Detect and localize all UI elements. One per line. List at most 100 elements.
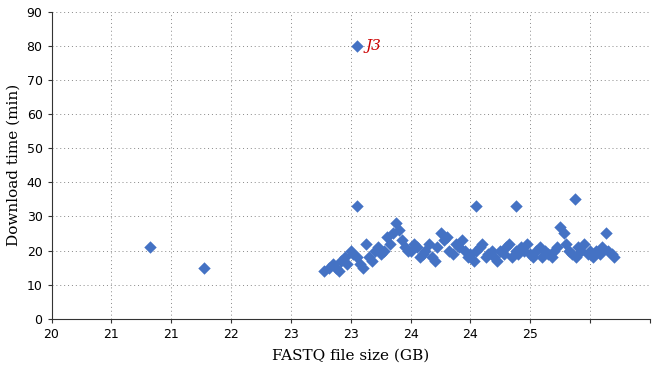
Point	[561, 241, 572, 247]
Point	[471, 203, 482, 209]
Point	[348, 251, 359, 257]
Point	[525, 251, 535, 257]
Point	[469, 258, 480, 264]
Point	[451, 241, 461, 247]
Point	[600, 231, 611, 236]
Point	[436, 231, 446, 236]
Point	[342, 261, 352, 267]
Point	[331, 265, 342, 270]
Point	[547, 255, 557, 260]
Point	[519, 248, 530, 253]
Point	[543, 251, 554, 257]
Point	[357, 265, 368, 270]
Point	[549, 248, 560, 253]
Point	[491, 258, 502, 264]
Point	[336, 258, 346, 264]
Point	[405, 248, 416, 253]
Point	[427, 255, 438, 260]
Point	[443, 248, 454, 253]
Point	[522, 241, 532, 247]
Point	[394, 227, 404, 233]
Point	[391, 220, 401, 226]
Point	[531, 248, 541, 253]
Point	[573, 244, 583, 250]
Point	[442, 234, 452, 240]
Point	[388, 231, 398, 236]
Point	[324, 265, 334, 270]
Point	[355, 261, 366, 267]
Point	[382, 234, 392, 240]
Point	[145, 244, 155, 250]
Point	[483, 251, 493, 257]
Point	[499, 251, 509, 257]
Point	[439, 237, 449, 243]
Point	[334, 268, 344, 274]
Point	[409, 241, 419, 247]
Point	[411, 244, 422, 250]
Point	[465, 251, 476, 257]
Point	[471, 248, 482, 253]
Y-axis label: Download time (min): Download time (min)	[7, 84, 21, 246]
Point	[351, 43, 362, 49]
Point	[367, 258, 378, 264]
Point	[535, 244, 545, 250]
Point	[363, 255, 374, 260]
Point	[567, 251, 578, 257]
Point	[346, 248, 356, 253]
Point	[397, 237, 407, 243]
Point	[457, 237, 467, 243]
Point	[375, 251, 386, 257]
Point	[510, 203, 521, 209]
Point	[340, 255, 350, 260]
Point	[351, 255, 362, 260]
Point	[319, 268, 330, 274]
Point	[379, 248, 390, 253]
Point	[423, 241, 434, 247]
Point	[528, 255, 538, 260]
Point	[487, 248, 497, 253]
Point	[579, 241, 589, 247]
Point	[516, 244, 526, 250]
Point	[481, 255, 491, 260]
Point	[551, 244, 562, 250]
Point	[606, 251, 617, 257]
Point	[432, 244, 442, 250]
Point	[555, 224, 566, 230]
Point	[570, 196, 580, 202]
Point	[513, 251, 524, 257]
Point	[477, 241, 487, 247]
Point	[475, 244, 486, 250]
Point	[373, 244, 384, 250]
Point	[385, 241, 396, 247]
Point	[453, 244, 464, 250]
Point	[609, 255, 620, 260]
Point	[539, 248, 550, 253]
Point	[463, 255, 473, 260]
Point	[415, 255, 426, 260]
Point	[564, 248, 574, 253]
Point	[399, 244, 410, 250]
Text: J3: J3	[365, 39, 381, 53]
Point	[420, 248, 430, 253]
Point	[351, 203, 362, 209]
Point	[361, 241, 372, 247]
Point	[503, 241, 514, 247]
Point	[501, 244, 512, 250]
Point	[328, 261, 338, 267]
Point	[585, 248, 595, 253]
Point	[597, 244, 608, 250]
Point	[403, 248, 413, 253]
Point	[429, 258, 440, 264]
Point	[591, 248, 601, 253]
Point	[507, 255, 518, 260]
Point	[603, 248, 614, 253]
Point	[369, 248, 380, 253]
Point	[198, 265, 209, 270]
Point	[495, 248, 506, 253]
Point	[510, 248, 521, 253]
Point	[459, 248, 470, 253]
Point	[537, 255, 547, 260]
Point	[489, 255, 500, 260]
Point	[576, 248, 586, 253]
Point	[570, 255, 581, 260]
